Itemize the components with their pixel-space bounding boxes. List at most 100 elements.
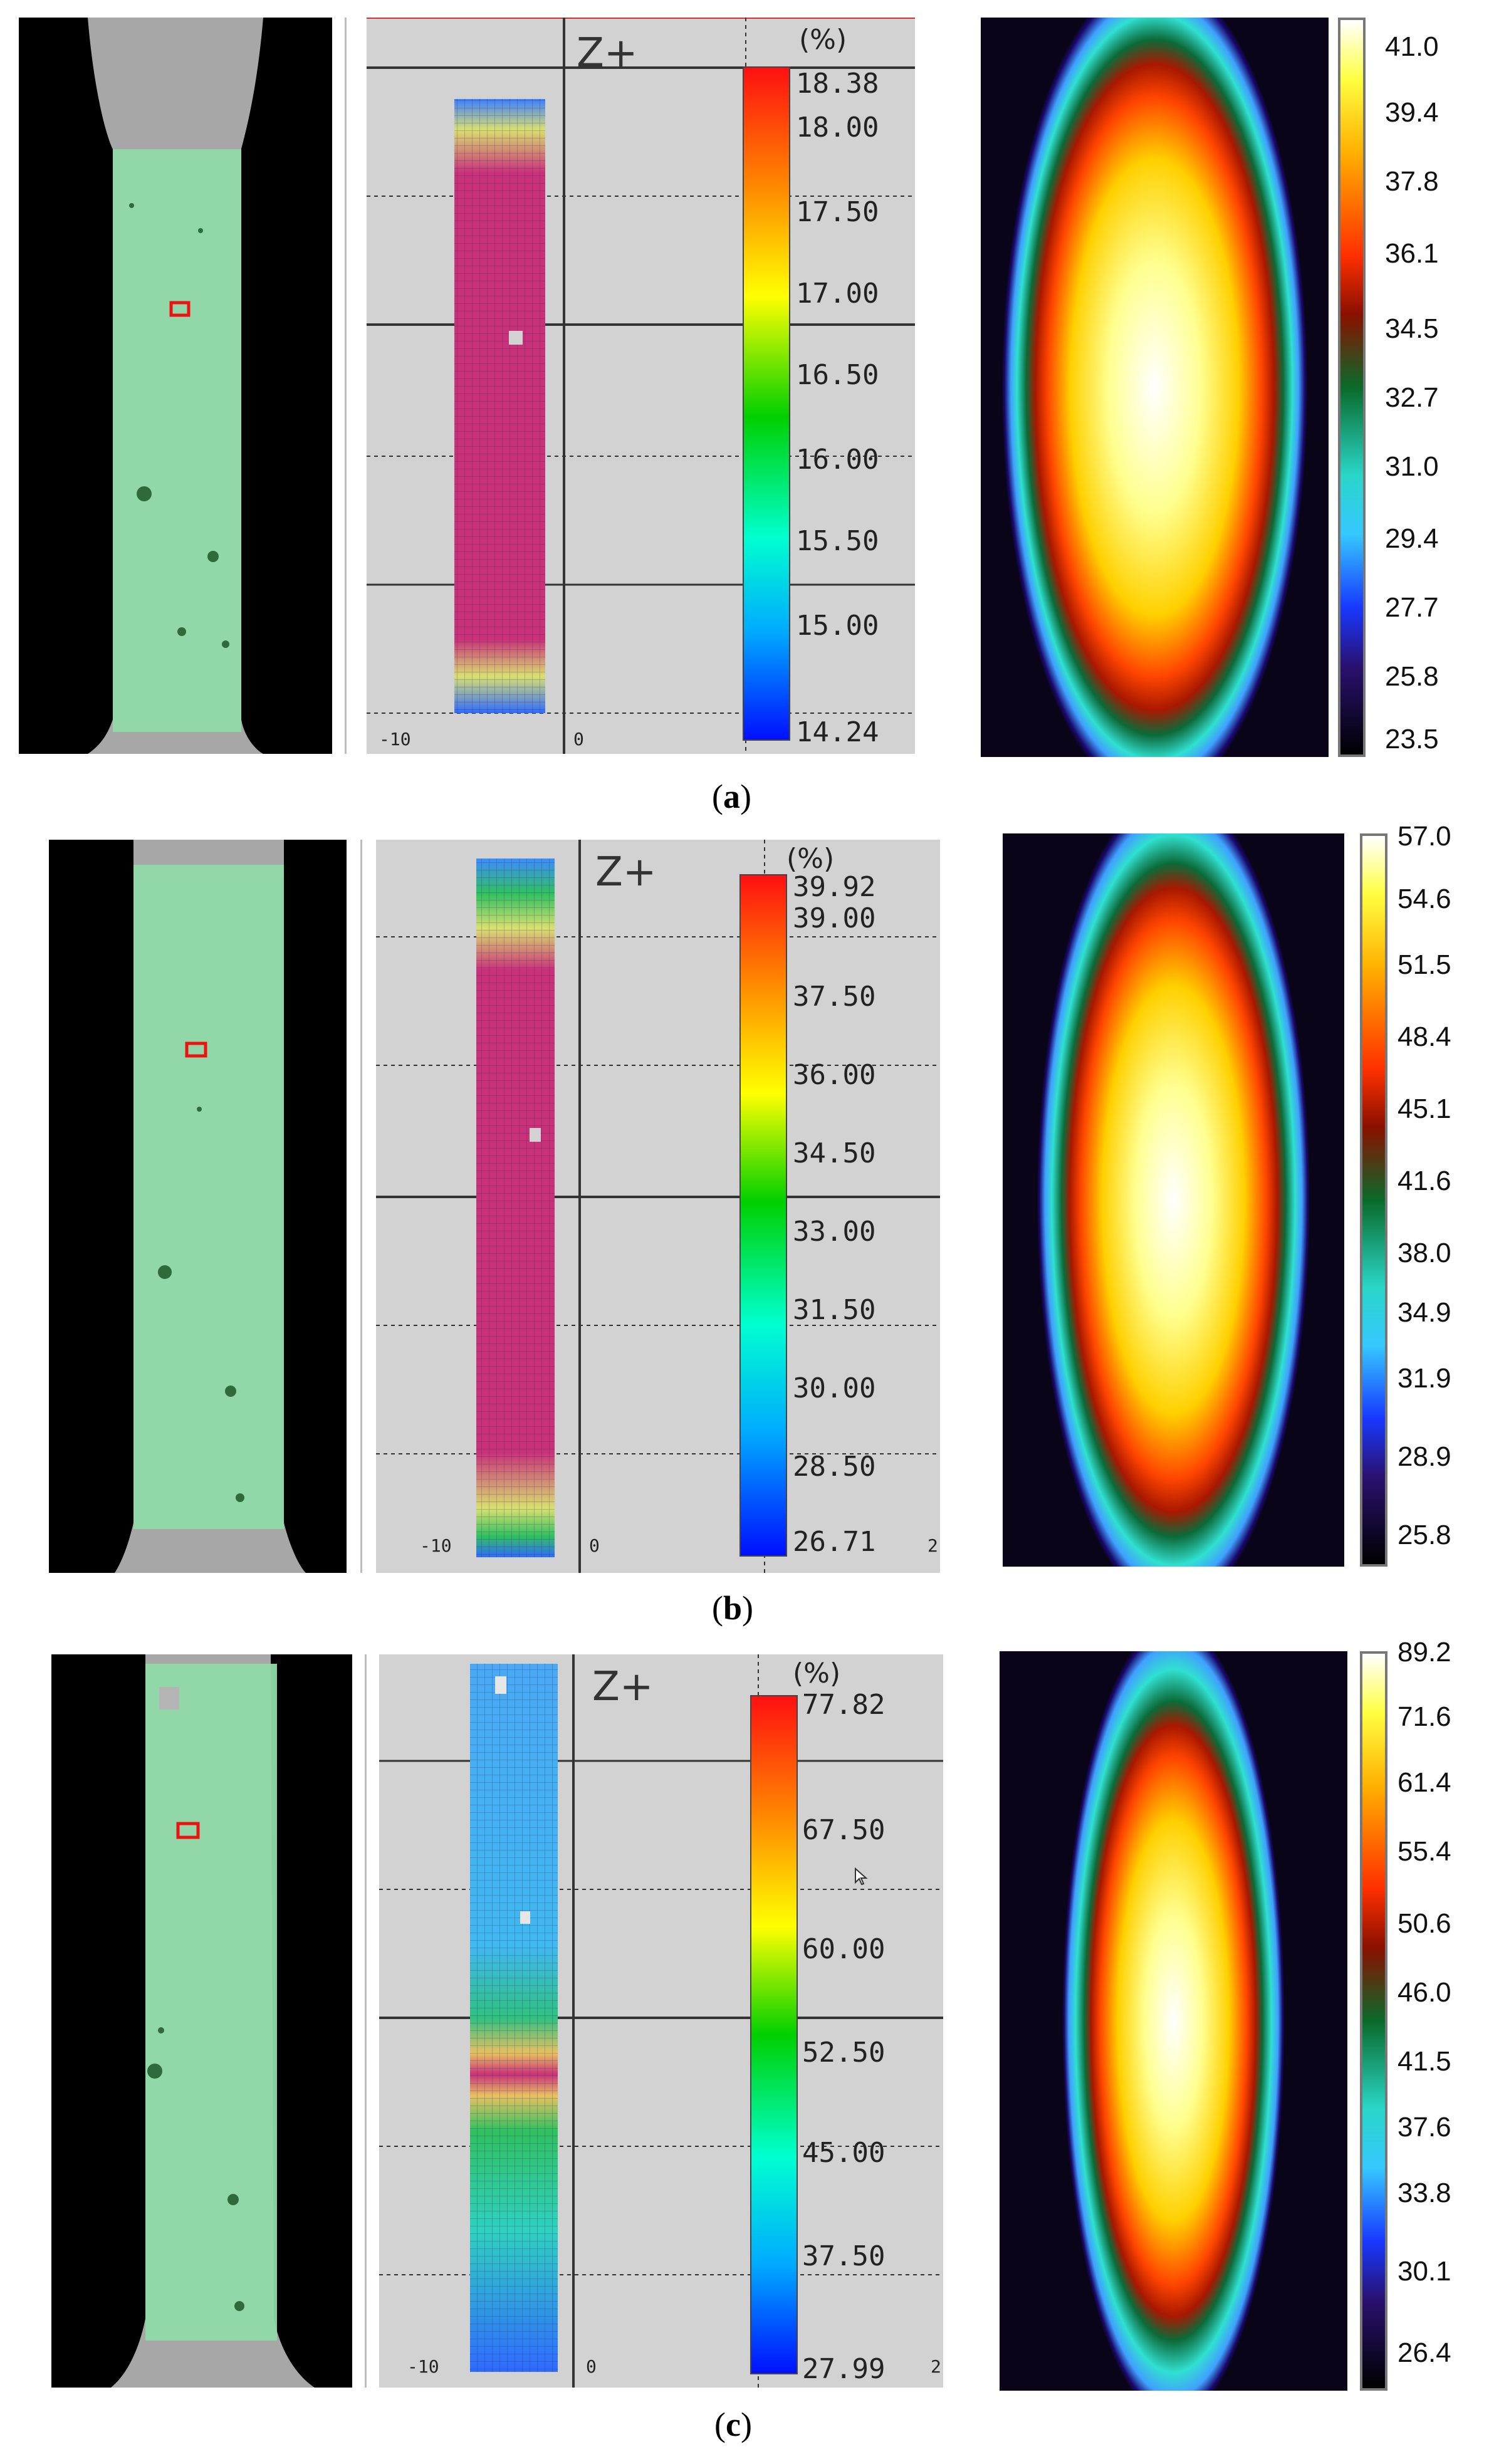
axis-label: Z+: [595, 849, 657, 895]
temperature-label: 71.6: [1398, 1701, 1451, 1732]
specimen-photo-graphic: [51, 1654, 352, 2388]
temperature-label: 23.5: [1385, 724, 1439, 754]
caption-letter: c: [725, 2406, 741, 2443]
colorbar-label: 14.24: [796, 716, 879, 748]
thermal-colorbar: [1338, 18, 1366, 757]
colorbar-label: 33.00: [793, 1216, 876, 1248]
specimen-photo-graphic: [49, 840, 347, 1573]
temperature-label: 28.9: [1398, 1441, 1451, 1472]
colorbar-label: 17.50: [796, 196, 879, 228]
dic-strain-panel-a: Z+ (%) 18.38 18.00 17.50 17.00 16.50 16.…: [367, 18, 915, 754]
strain-colorbar: [743, 66, 790, 741]
caption-b: (b): [712, 1589, 754, 1627]
thermal-image-c: [1000, 1651, 1347, 2391]
thermal-colorbar: [1360, 1651, 1387, 2391]
colorbar-label: 37.50: [793, 981, 876, 1013]
temperature-label: 27.7: [1385, 592, 1439, 623]
temperature-label: 33.8: [1398, 2178, 1451, 2208]
unit-label: (%): [793, 1657, 841, 1689]
temperature-label: 25.8: [1398, 1520, 1451, 1550]
colorbar-label: 16.50: [796, 359, 879, 391]
temperature-label: 31.0: [1385, 451, 1439, 482]
axis-label: Z+: [577, 30, 638, 76]
separator: [360, 840, 362, 1573]
temperature-label: 25.8: [1385, 661, 1439, 692]
colorbar-label: 15.50: [796, 525, 879, 557]
colorbar-label: 16.00: [796, 444, 879, 476]
temperature-label: 29.4: [1385, 523, 1439, 554]
temperature-label: 37.6: [1398, 2112, 1451, 2143]
temperature-label: 32.7: [1385, 382, 1439, 413]
temperature-label: 26.4: [1398, 2337, 1451, 2368]
strain-colorbar: [750, 1695, 798, 2374]
temperature-label: 39.4: [1385, 97, 1439, 128]
colorbar-label: 77.82: [802, 1689, 886, 1721]
colorbar-label: 18.00: [796, 112, 879, 144]
colorbar-label: 31.50: [793, 1294, 876, 1326]
separator: [345, 18, 347, 754]
temperature-label: 50.6: [1398, 1908, 1451, 1939]
strain-colorbar: [739, 874, 787, 1557]
x-tick-label: 0: [573, 729, 584, 749]
temperature-label: 34.9: [1398, 1297, 1451, 1328]
dic-grid: [379, 1654, 943, 2388]
temperature-label: 31.9: [1398, 1363, 1451, 1394]
temperature-label: 61.4: [1398, 1767, 1451, 1798]
temperature-label: 48.4: [1398, 1021, 1451, 1052]
dic-grid: [376, 840, 940, 1573]
temperature-label: 41.5: [1398, 2046, 1451, 2077]
caption-a: (a): [712, 778, 751, 815]
temperature-label: 38.0: [1398, 1238, 1451, 1268]
x-tick-label: -10: [379, 729, 411, 749]
dic-strain-panel-b: Z+ (%) 39.92 39.00 37.50 36.00 34.50 33.…: [376, 840, 940, 1573]
temperature-label: 36.1: [1385, 238, 1439, 269]
unit-label: (%): [799, 24, 847, 56]
x-tick-label: 0: [586, 2356, 597, 2377]
mouse-cursor-icon: [855, 1867, 868, 1886]
specimen-photo-b: [49, 840, 347, 1573]
thermal-colorbar: [1360, 833, 1387, 1567]
temperature-label: 45.1: [1398, 1094, 1451, 1124]
x-tick-label: 0: [589, 1535, 600, 1556]
temperature-label: 57.0: [1398, 821, 1451, 852]
caption-letter: b: [723, 1589, 743, 1627]
temperature-label: 54.6: [1398, 884, 1451, 914]
specimen-photo-a: [19, 18, 332, 754]
x-tick-label: -10: [407, 2356, 439, 2377]
caption-letter: a: [723, 778, 740, 815]
temperature-label: 30.1: [1398, 2256, 1451, 2287]
temperature-label: 51.5: [1398, 949, 1451, 980]
dic-strain-panel-c: Z+ (%) 77.82 67.50 60.00 52.50 45.00 37.…: [379, 1654, 943, 2388]
thermal-image-a: [981, 18, 1329, 757]
colorbar-label: 27.99: [802, 2353, 886, 2385]
caption-c: (c): [714, 2406, 752, 2443]
colorbar-label: 37.50: [802, 2240, 886, 2272]
colorbar-label: 36.00: [793, 1059, 876, 1091]
colorbar-label: 39.92: [793, 871, 876, 903]
colorbar-label: 52.50: [802, 2037, 886, 2069]
colorbar-label: 26.71: [793, 1526, 876, 1558]
colorbar-label: 45.00: [802, 2137, 886, 2169]
x-tick-label: -10: [420, 1535, 452, 1556]
temperature-label: 41.6: [1398, 1166, 1451, 1196]
temperature-label: 37.8: [1385, 166, 1439, 197]
axis-label: Z+: [592, 1664, 654, 1710]
temperature-label: 34.5: [1385, 313, 1439, 344]
colorbar-label: 18.38: [796, 68, 879, 100]
unit-label: (%): [786, 843, 835, 875]
colorbar-label: 17.00: [796, 278, 879, 310]
temperature-label: 41.0: [1385, 31, 1439, 62]
x-tick-label: 2: [927, 1535, 938, 1556]
temperature-label: 46.0: [1398, 1977, 1451, 2008]
specimen-photo-graphic: [19, 18, 332, 754]
colorbar-label: 15.00: [796, 610, 879, 642]
specimen-photo-c: [51, 1654, 352, 2388]
separator: [365, 1654, 367, 2388]
colorbar-label: 39.00: [793, 902, 876, 934]
colorbar-label: 60.00: [802, 1933, 886, 1965]
colorbar-label: 34.50: [793, 1137, 876, 1169]
temperature-label: 89.2: [1398, 1637, 1451, 1668]
x-tick-label: 2: [931, 2356, 941, 2377]
temperature-label: 55.4: [1398, 1836, 1451, 1867]
thermal-image-b: [1003, 833, 1344, 1567]
